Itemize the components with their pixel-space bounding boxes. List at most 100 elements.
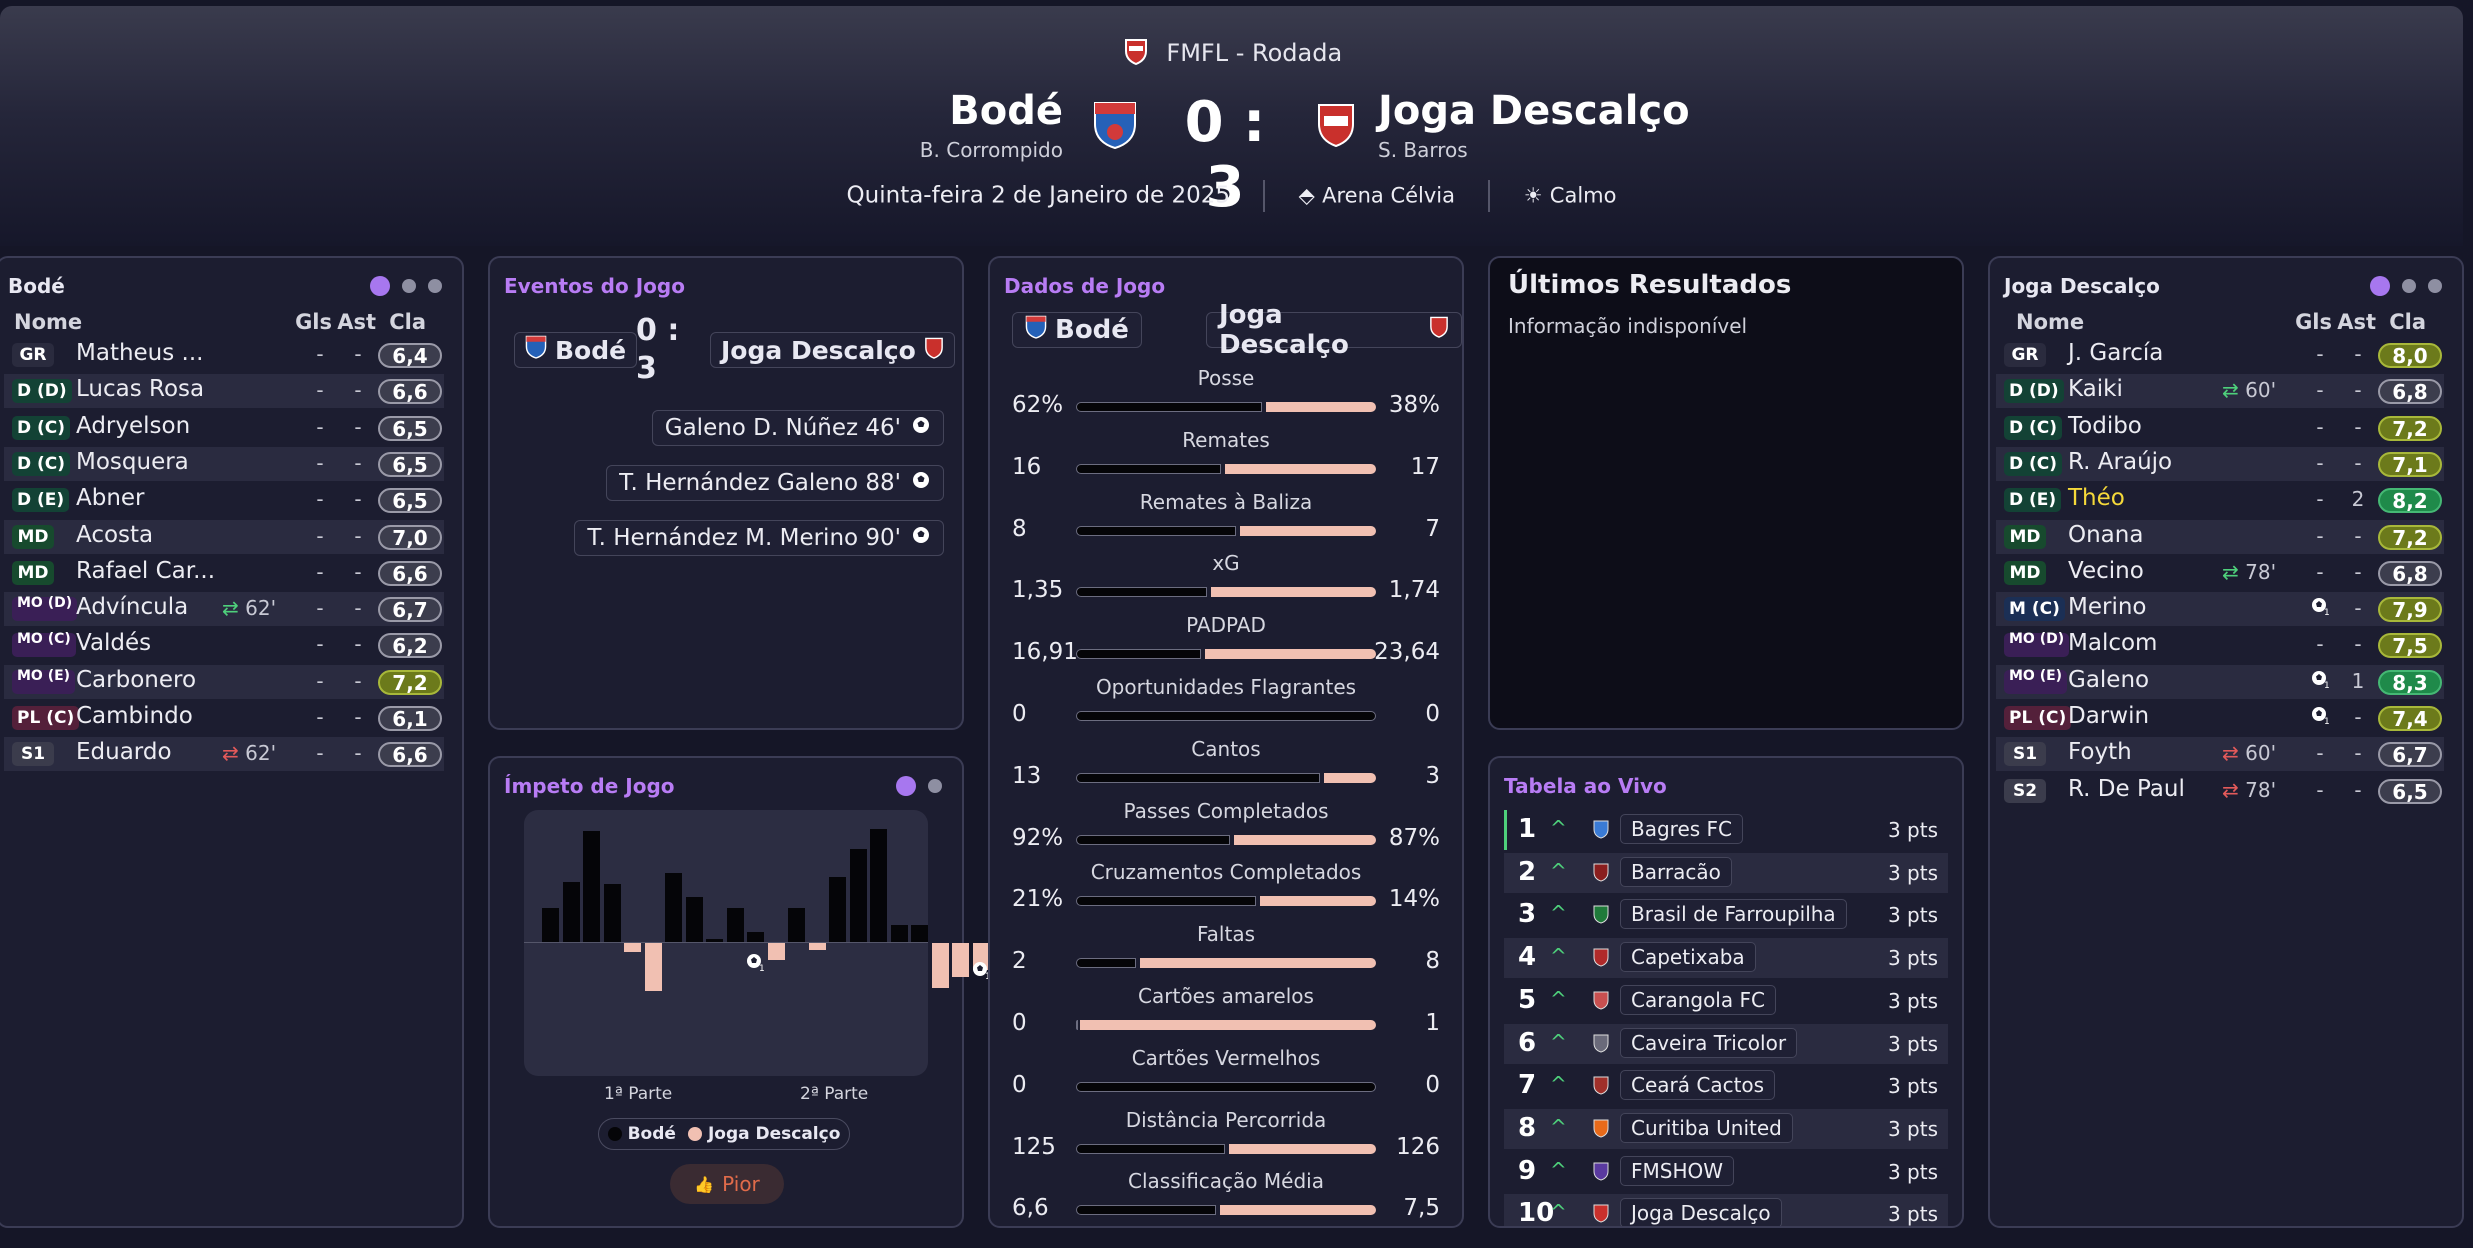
panel-pager[interactable]: [2370, 276, 2442, 296]
player-name[interactable]: Todibo: [2068, 412, 2142, 439]
player-name[interactable]: Lucas Rosa: [76, 376, 205, 403]
pager-dot-active[interactable]: [370, 276, 390, 296]
player-row[interactable]: D (C) R. Araújo - -7,1: [1996, 446, 2444, 481]
away-manager[interactable]: S. Barros: [1378, 138, 1468, 162]
event-item[interactable]: T. Hernández M. Merino 90': [574, 520, 944, 556]
home-manager[interactable]: B. Corrompido: [919, 138, 1063, 162]
player-row[interactable]: GR J. García - -8,0: [1996, 338, 2444, 372]
player-row[interactable]: S1 Eduardo ⇄ 62' - -6,6: [4, 737, 444, 772]
player-row[interactable]: MO (D) Advíncula ⇄ 62' - -6,7: [4, 592, 444, 627]
player-name[interactable]: Matheus ...: [76, 340, 204, 366]
events-home-team[interactable]: Bodé: [514, 332, 638, 368]
stats-home-team[interactable]: Bodé: [1012, 312, 1142, 348]
player-name[interactable]: Advíncula: [76, 594, 189, 621]
club-name[interactable]: Ceará Cactos: [1620, 1070, 1776, 1101]
player-row[interactable]: MO (D) Malcom - -7,5: [1996, 628, 2444, 662]
player-row[interactable]: PL (C) Cambindo - -6,1: [4, 701, 444, 735]
club-name[interactable]: Brasil de Farroupilha: [1620, 899, 1847, 930]
player-name[interactable]: R. De Paul: [2068, 775, 2185, 802]
player-row[interactable]: MD Vecino ⇄ 78' - -6,8: [1996, 556, 2444, 590]
col-goals[interactable]: Gls: [295, 310, 332, 334]
player-name[interactable]: Mosquera: [76, 448, 189, 475]
player-name[interactable]: Merino: [2068, 594, 2147, 621]
stats-away-team[interactable]: Joga Descalço: [1206, 300, 1462, 360]
col-assists[interactable]: Ast: [2337, 310, 2376, 334]
col-rating[interactable]: Cla: [2389, 310, 2426, 334]
pager-dot-active[interactable]: [2370, 276, 2390, 296]
pior-button[interactable]: 👍 Pior: [670, 1164, 784, 1204]
player-name[interactable]: Eduardo: [76, 739, 172, 766]
player-name[interactable]: Foyth: [2068, 739, 2132, 766]
table-row[interactable]: 5 ^ Carangola FC 3 pts: [1504, 981, 1948, 1021]
event-item[interactable]: T. Hernández Galeno 88': [606, 465, 944, 501]
pager-dot-active[interactable]: [896, 776, 916, 796]
pager-dot[interactable]: [402, 279, 416, 293]
player-row[interactable]: M (C) Merino 1 -7,9: [1996, 592, 2444, 627]
club-name[interactable]: Joga Descalço: [1620, 1198, 1782, 1226]
player-name[interactable]: Théo: [2068, 485, 2125, 512]
player-row[interactable]: MD Rafael Car... - -6,6: [4, 556, 444, 590]
club-name[interactable]: Bagres FC: [1620, 814, 1744, 844]
player-name[interactable]: Acosta: [76, 521, 154, 548]
club-name[interactable]: Carangola FC: [1620, 984, 1776, 1015]
player-name[interactable]: Galeno: [2068, 666, 2150, 693]
player-name[interactable]: Vecino: [2068, 557, 2144, 584]
player-row[interactable]: MD Onana - -7,2: [1996, 519, 2444, 554]
table-row[interactable]: 6 ^ Caveira Tricolor 3 pts: [1504, 1023, 1948, 1064]
table-row[interactable]: 8 ^ Curitiba United 3 pts: [1504, 1108, 1948, 1149]
player-row[interactable]: D (E) Théo - 2 8,2: [1996, 483, 2444, 517]
player-name[interactable]: Kaiki: [2068, 376, 2123, 403]
stadium-name[interactable]: Arena Célvia: [1322, 183, 1456, 208]
player-name[interactable]: Carbonero: [76, 666, 197, 693]
panel-pager[interactable]: [896, 776, 942, 796]
player-name[interactable]: Rafael Car...: [76, 557, 216, 584]
player-row[interactable]: MO (E) Carbonero - -7,2: [4, 664, 444, 699]
player-row[interactable]: MO (C) Valdés - -6,2: [4, 628, 444, 662]
player-name[interactable]: Malcom: [2068, 630, 2158, 657]
home-team-name[interactable]: Bodé: [949, 88, 1063, 134]
table-row[interactable]: 9 ^ FMSHOW 3 pts: [1504, 1152, 1948, 1192]
club-name[interactable]: Barracão: [1620, 856, 1732, 887]
player-name[interactable]: Cambindo: [76, 703, 193, 729]
club-name[interactable]: Curitiba United: [1620, 1112, 1793, 1143]
player-row[interactable]: D (C) Adryelson - -6,5: [4, 411, 444, 445]
event-item[interactable]: Galeno D. Núñez 46': [651, 410, 944, 446]
col-assists[interactable]: Ast: [337, 310, 376, 334]
panel-pager[interactable]: [370, 276, 442, 296]
player-row[interactable]: MD Acosta - -7,0: [4, 519, 444, 554]
competition-title[interactable]: FMFL - Rodada: [0, 36, 2463, 72]
player-row[interactable]: PL (C) Darwin 1 -7,4: [1996, 701, 2444, 735]
col-name[interactable]: Nome: [14, 310, 83, 334]
away-team[interactable]: Joga Descalço S. Barros: [1378, 88, 1690, 162]
player-row[interactable]: D (D) Kaiki ⇄ 60' - -6,8: [1996, 374, 2444, 409]
club-name[interactable]: Capetixaba: [1620, 942, 1756, 973]
pager-dot[interactable]: [2402, 279, 2416, 293]
player-name[interactable]: Onana: [2068, 521, 2144, 548]
away-team-name[interactable]: Joga Descalço: [1378, 88, 1690, 134]
home-team[interactable]: Bodé B. Corrompido: [920, 88, 1063, 162]
table-row[interactable]: 2 ^ Barracão 3 pts: [1504, 852, 1948, 893]
events-away-team[interactable]: Joga Descalço: [710, 332, 955, 368]
club-name[interactable]: FMSHOW: [1620, 1155, 1735, 1186]
player-name[interactable]: Darwin: [2068, 703, 2150, 729]
player-name[interactable]: R. Araújo: [2068, 448, 2173, 475]
table-row[interactable]: 3 ^ Brasil de Farroupilha 3 pts: [1504, 895, 1948, 935]
player-row[interactable]: GR Matheus ... - -6,4: [4, 338, 444, 372]
player-name[interactable]: Adryelson: [76, 412, 191, 439]
player-row[interactable]: D (C) Todibo - -7,2: [1996, 411, 2444, 445]
player-name[interactable]: Abner: [76, 485, 145, 512]
pager-dot[interactable]: [2428, 279, 2442, 293]
col-goals[interactable]: Gls: [2295, 310, 2332, 334]
player-row[interactable]: D (C) Mosquera - -6,5: [4, 446, 444, 481]
pager-dot[interactable]: [928, 779, 942, 793]
player-row[interactable]: MO (E) Galeno 1 1 8,3: [1996, 664, 2444, 699]
table-row[interactable]: 1 ^ Bagres FC 3 pts: [1504, 810, 1948, 850]
pager-dot[interactable]: [428, 279, 442, 293]
player-name[interactable]: J. García: [2068, 340, 2164, 366]
player-name[interactable]: Valdés: [76, 630, 152, 657]
table-row[interactable]: 10 ^ Joga Descalço 3 pts: [1504, 1194, 1948, 1226]
player-row[interactable]: S2 R. De Paul ⇄ 78' - -6,5: [1996, 774, 2444, 808]
col-rating[interactable]: Cla: [389, 310, 426, 334]
club-name[interactable]: Caveira Tricolor: [1620, 1027, 1798, 1058]
player-row[interactable]: D (D) Lucas Rosa - -6,6: [4, 374, 444, 409]
